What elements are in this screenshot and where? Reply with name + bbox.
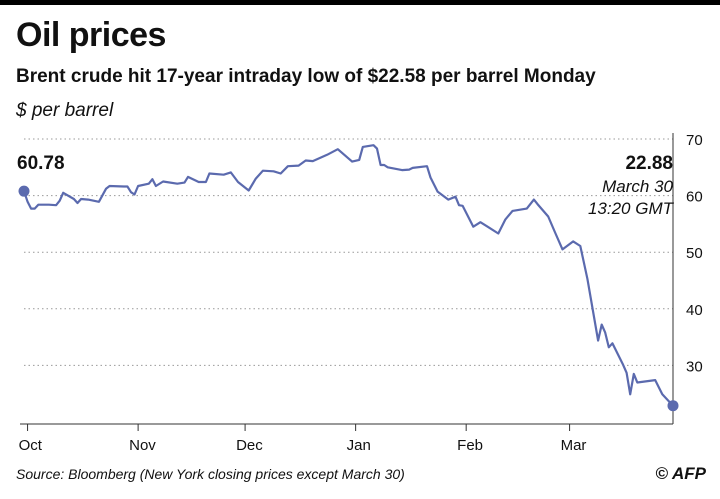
x-tick-label-jan: Jan <box>347 437 371 454</box>
series-line-layer <box>22 144 674 407</box>
chart-title: Oil prices <box>16 16 166 54</box>
y-tick-label-30: 30 <box>686 358 703 375</box>
y-tick-label-40: 40 <box>686 302 703 319</box>
axes: 30 40 50 60 70 Oct Nov Dec Jan Feb Mar <box>19 132 703 454</box>
unit-label: $ per barrel <box>16 100 114 121</box>
grid-lines <box>24 138 673 366</box>
afp-credit: © AFP <box>655 464 706 483</box>
top-rule <box>0 0 720 5</box>
x-tick-label-dec: Dec <box>236 437 263 454</box>
x-tick-label-nov: Nov <box>129 437 156 454</box>
y-tick-label-60: 60 <box>686 189 703 206</box>
end-point-marker <box>667 400 679 412</box>
annotations: 60.78 22.88 March 30 13:20 GMT <box>17 153 679 412</box>
end-time-label: 13:20 GMT <box>588 199 675 218</box>
y-tick-label-70: 70 <box>686 132 703 149</box>
start-point-marker <box>18 185 30 197</box>
x-tick-label-feb: Feb <box>457 437 483 454</box>
end-date-label: March 30 <box>602 177 673 196</box>
chart-subtitle: Brent crude hit 17-year intraday low of … <box>16 66 596 87</box>
end-value-label: 22.88 <box>625 153 673 174</box>
x-tick-label-mar: Mar <box>561 437 587 454</box>
source-note: Source: Bloomberg (New York closing pric… <box>16 466 405 482</box>
x-tick-label-oct: Oct <box>19 437 43 454</box>
start-value-label: 60.78 <box>17 153 65 174</box>
y-tick-label-50: 50 <box>686 245 703 262</box>
brent-price-line <box>22 144 674 407</box>
